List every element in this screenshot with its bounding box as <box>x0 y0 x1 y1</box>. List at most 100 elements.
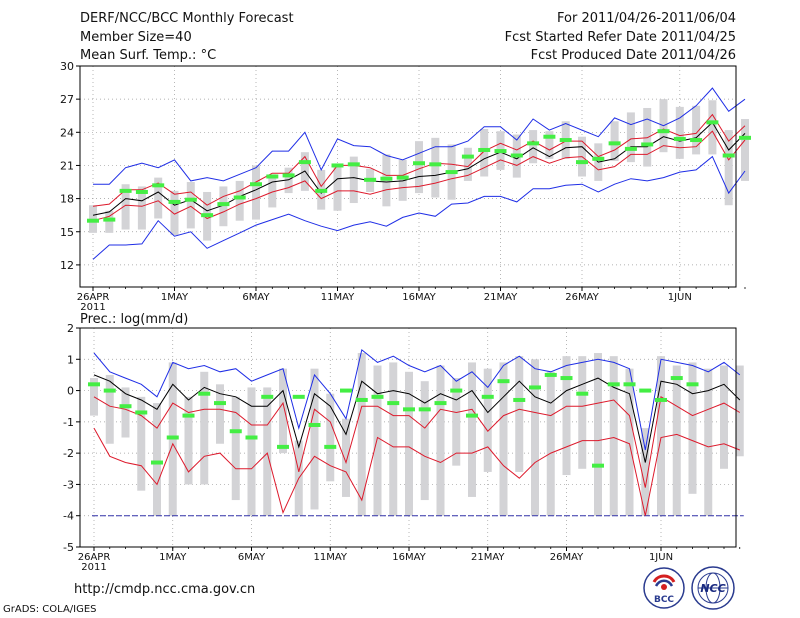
spread-box <box>247 387 256 516</box>
spread-box <box>720 365 728 469</box>
spread-box <box>483 368 492 472</box>
precip-panel-title: Prec.: log(mm/d) <box>80 312 188 327</box>
observed-marker <box>513 397 526 402</box>
observed-marker <box>266 174 279 179</box>
observed-marker <box>497 379 510 384</box>
spread-box <box>672 365 681 516</box>
y-tick-label: -2 <box>63 447 74 460</box>
observed-marker <box>364 177 377 182</box>
observed-marker <box>413 161 425 166</box>
x-tick-label: 1MAY <box>161 292 189 303</box>
spread-box <box>333 165 342 211</box>
observed-marker <box>151 460 163 465</box>
spread-box <box>153 403 161 516</box>
y-tick-label: 15 <box>60 226 74 239</box>
observed-marker <box>429 162 442 167</box>
observed-marker <box>87 218 99 223</box>
observed-marker <box>135 410 148 415</box>
spread-box <box>121 387 130 438</box>
spread-box <box>137 186 146 230</box>
spread-box <box>431 137 440 198</box>
observed-marker <box>340 388 352 393</box>
x-tick-label: 1JUN <box>668 292 692 303</box>
observed-marker <box>298 160 311 165</box>
x-tick-label: 11MAY <box>313 552 347 563</box>
spread-box <box>405 371 413 516</box>
x-tick-label: 21MAY <box>484 292 518 303</box>
y-tick-label: 1 <box>67 353 74 366</box>
bcc-logo: BCC <box>643 567 685 609</box>
spread-box <box>610 121 619 162</box>
observed-marker <box>481 394 494 399</box>
spread-box <box>263 387 272 516</box>
observed-marker <box>166 435 179 440</box>
spread-box <box>609 356 618 516</box>
x-tick-label: 1MAY <box>159 552 187 563</box>
bcc-logo-text: BCC <box>654 595 674 605</box>
y-tick-label: 24 <box>60 126 74 139</box>
observed-marker <box>624 146 637 151</box>
observed-marker <box>347 162 360 167</box>
observed-marker <box>135 189 148 194</box>
observed-marker <box>245 435 258 440</box>
forecast-started-label: Fcst Started Refer Date 2011/04/25 <box>504 30 736 45</box>
observed-marker <box>576 391 589 396</box>
observed-marker <box>371 394 384 399</box>
spread-box <box>704 368 713 516</box>
x-tick-label: 26MAY <box>565 292 599 303</box>
y-tick-label: 18 <box>60 193 74 206</box>
variable-label: Mean Surf. Temp.: °C <box>80 48 217 63</box>
observed-marker <box>403 407 415 412</box>
observed-marker <box>88 382 100 387</box>
spread-box <box>389 362 398 516</box>
observed-marker <box>510 153 523 158</box>
forecast-period-label: For 2011/04/26-2011/06/04 <box>557 11 736 26</box>
spread-box <box>515 356 524 472</box>
observed-marker <box>494 149 507 154</box>
observed-marker <box>184 197 197 202</box>
spread-box <box>137 396 146 491</box>
observed-marker <box>670 376 683 381</box>
observed-marker <box>292 394 305 399</box>
observed-marker <box>152 183 165 188</box>
spread-box <box>625 368 634 516</box>
y-tick-label: 21 <box>60 159 74 172</box>
spread-box <box>170 190 179 236</box>
x-tick-sublabel: 2011 <box>80 302 105 313</box>
spread-box <box>692 105 701 155</box>
observed-marker <box>657 129 670 134</box>
observed-marker <box>544 372 557 377</box>
observed-marker <box>182 413 195 418</box>
spread-box <box>415 141 423 194</box>
observed-marker <box>250 182 262 187</box>
observed-marker <box>331 163 344 168</box>
observed-marker <box>706 120 719 125</box>
observed-marker <box>623 382 636 387</box>
spread-box <box>641 428 650 516</box>
observed-marker <box>527 141 540 146</box>
x-tick-label: 16MAY <box>402 292 436 303</box>
y-tick-label: -3 <box>63 478 74 491</box>
plot-frame <box>79 65 737 288</box>
spread-box <box>546 371 555 516</box>
observed-marker <box>201 213 214 218</box>
y-tick-label: 27 <box>60 93 74 106</box>
spread-box <box>468 362 476 497</box>
x-tick-label: 26MAY <box>550 552 584 563</box>
observed-marker <box>233 195 246 200</box>
spread-box <box>235 180 244 221</box>
x-tick-label: 6MAY <box>238 552 266 563</box>
y-tick-label: -4 <box>63 510 74 523</box>
spread-box <box>463 147 472 181</box>
y-tick-label: 2 <box>67 322 74 335</box>
observed-marker <box>168 199 181 204</box>
spread-box <box>675 106 684 159</box>
observed-marker <box>445 170 458 175</box>
observed-marker <box>450 388 463 393</box>
spread-box <box>216 384 224 444</box>
spread-box <box>741 119 749 181</box>
spread-box <box>154 177 163 219</box>
